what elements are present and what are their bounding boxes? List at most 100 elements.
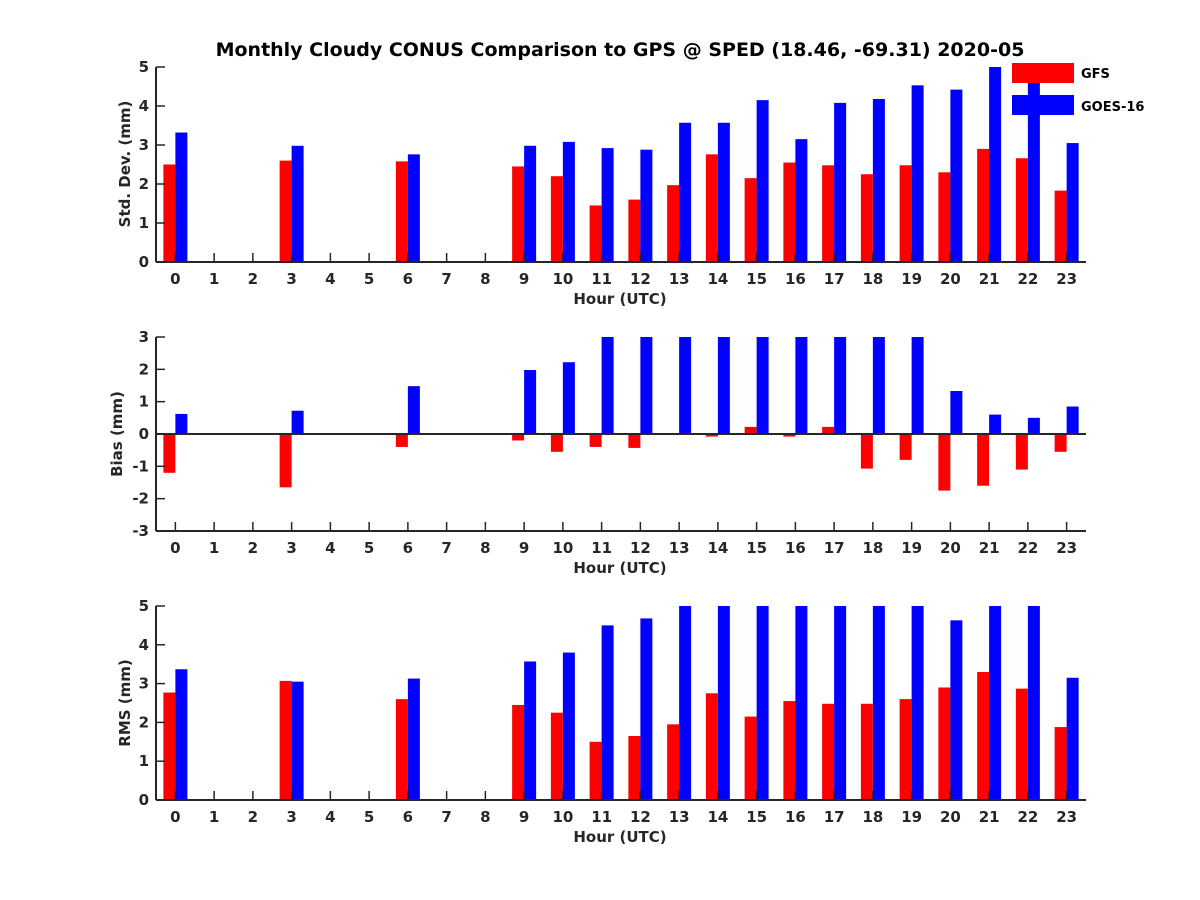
bar-bias-gfs-h10	[550, 434, 563, 452]
bar-stddev-goes16-h6	[407, 154, 420, 262]
x-tick-label-rms-2: 2	[248, 808, 258, 826]
x-tick-label-rms-12: 12	[630, 808, 651, 826]
bar-rms-goes16-h23	[1066, 677, 1079, 800]
x-tick-label-rms-8: 8	[480, 808, 490, 826]
bar-bias-gfs-h21	[977, 434, 990, 486]
bar-stddev-goes16-h12	[640, 149, 653, 262]
bar-stddev-gfs-h14	[705, 154, 718, 262]
x-tick-label-stddev-18: 18	[862, 270, 883, 288]
bar-bias-gfs-h16	[783, 434, 796, 437]
x-tick-label-stddev-22: 22	[1017, 270, 1038, 288]
x-tick-label-stddev-21: 21	[979, 270, 1000, 288]
bar-rms-goes16-h18	[872, 606, 885, 800]
bar-bias-goes16-h17	[834, 337, 847, 434]
bar-rms-gfs-h14	[705, 693, 718, 800]
bar-bias-gfs-h23	[1054, 434, 1067, 452]
bar-rms-goes16-h9	[524, 661, 537, 800]
bar-bias-goes16-h14	[717, 337, 730, 434]
x-tick-label-bias-4: 4	[325, 539, 335, 557]
x-tick-label-bias-23: 23	[1056, 539, 1077, 557]
bar-stddev-gfs-h6	[395, 161, 408, 262]
bar-rms-goes16-h12	[640, 618, 653, 800]
x-tick-label-rms-14: 14	[707, 808, 728, 826]
bar-stddev-gfs-h10	[550, 176, 563, 262]
y-tick-label-stddev-3: 3	[139, 136, 149, 154]
bar-rms-gfs-h19	[899, 699, 912, 800]
x-tick-label-rms-13: 13	[669, 808, 690, 826]
y-tick-label-stddev-1: 1	[139, 214, 149, 232]
x-tick-label-bias-13: 13	[669, 539, 690, 557]
x-tick-label-bias-8: 8	[480, 539, 490, 557]
bar-rms-goes16-h22	[1027, 606, 1040, 800]
bar-stddev-gfs-h9	[512, 166, 525, 262]
bar-bias-gfs-h11	[589, 434, 602, 447]
x-tick-label-bias-1: 1	[209, 539, 219, 557]
bar-bias-gfs-h9	[512, 434, 525, 441]
bar-rms-gfs-h23	[1054, 727, 1067, 800]
y-tick-label-rms-5: 5	[139, 597, 149, 615]
bar-stddev-gfs-h0	[163, 164, 176, 262]
bars-stddev	[163, 67, 1079, 263]
bar-rms-gfs-h10	[550, 712, 563, 800]
bar-bias-goes16-h19	[911, 337, 924, 434]
chart-title: Monthly Cloudy CONUS Comparison to GPS @…	[216, 39, 1025, 61]
x-tick-label-stddev-11: 11	[591, 270, 612, 288]
x-tick-label-bias-21: 21	[979, 539, 1000, 557]
y-axis-label-stddev: Std. Dev. (mm)	[116, 101, 134, 228]
x-axis-label-bias: Hour (UTC)	[573, 559, 666, 577]
y-tick-label-bias-1: 1	[139, 393, 149, 411]
bar-bias-goes16-h3	[291, 410, 304, 434]
bar-bias-gfs-h20	[938, 434, 951, 491]
x-tick-label-rms-3: 3	[286, 808, 296, 826]
bar-bias-gfs-h3	[279, 434, 292, 488]
x-tick-label-bias-9: 9	[519, 539, 529, 557]
x-tick-label-stddev-23: 23	[1056, 270, 1077, 288]
bar-bias-gfs-h19	[899, 434, 912, 460]
x-tick-label-stddev-7: 7	[441, 270, 451, 288]
x-tick-label-stddev-9: 9	[519, 270, 529, 288]
x-axis-label-rms: Hour (UTC)	[573, 828, 666, 846]
x-tick-label-stddev-5: 5	[364, 270, 374, 288]
legend-swatch-goes16	[1012, 95, 1074, 115]
bar-rms-gfs-h15	[744, 716, 757, 800]
bar-stddev-goes16-h19	[911, 85, 924, 262]
bar-rms-gfs-h12	[628, 735, 641, 800]
bar-rms-gfs-h18	[860, 703, 873, 800]
bar-rms-goes16-h14	[717, 606, 730, 800]
bar-bias-goes16-h16	[795, 337, 808, 434]
bar-bias-gfs-h14	[705, 434, 718, 437]
x-tick-label-stddev-15: 15	[746, 270, 767, 288]
bar-rms-goes16-h6	[407, 678, 420, 800]
bar-rms-goes16-h15	[756, 606, 769, 800]
bar-stddev-gfs-h12	[628, 199, 641, 262]
bar-rms-gfs-h3	[279, 680, 292, 800]
bar-stddev-goes16-h23	[1066, 143, 1079, 262]
x-tick-label-rms-7: 7	[441, 808, 451, 826]
bar-rms-gfs-h11	[589, 741, 602, 800]
bar-stddev-goes16-h15	[756, 100, 769, 263]
bar-rms-goes16-h3	[291, 681, 304, 800]
bar-stddev-gfs-h21	[977, 148, 990, 262]
y-tick-label-bias-2: 2	[139, 360, 149, 378]
x-tick-label-stddev-0: 0	[170, 270, 180, 288]
bar-rms-gfs-h9	[512, 704, 525, 800]
y-tick-label-bias--3: -3	[132, 522, 149, 540]
bar-bias-goes16-h23	[1066, 406, 1079, 434]
x-tick-label-stddev-1: 1	[209, 270, 219, 288]
x-tick-label-rms-4: 4	[325, 808, 335, 826]
x-tick-label-rms-19: 19	[901, 808, 922, 826]
x-tick-label-rms-11: 11	[591, 808, 612, 826]
x-tick-label-stddev-12: 12	[630, 270, 651, 288]
x-tick-label-stddev-19: 19	[901, 270, 922, 288]
bar-bias-goes16-h0	[175, 413, 188, 434]
x-tick-label-stddev-17: 17	[824, 270, 845, 288]
x-tick-label-rms-0: 0	[170, 808, 180, 826]
bar-stddev-gfs-h11	[589, 205, 602, 262]
bar-rms-gfs-h17	[822, 703, 835, 800]
x-tick-label-bias-3: 3	[286, 539, 296, 557]
x-tick-label-stddev-20: 20	[940, 270, 961, 288]
bars-bias	[163, 337, 1079, 491]
